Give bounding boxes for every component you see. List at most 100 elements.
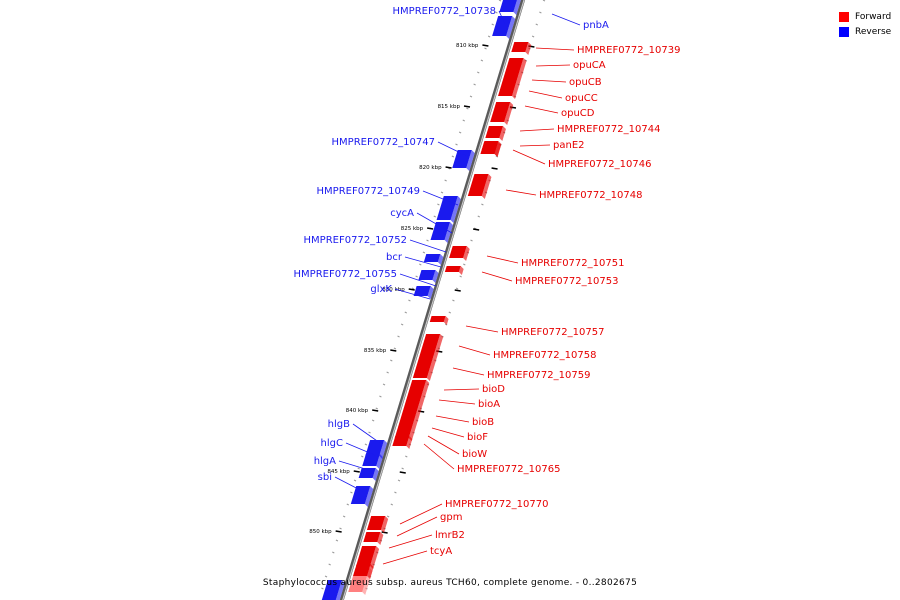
gene-arrow-shade [406, 436, 413, 449]
gene-arrow-shade [437, 254, 444, 265]
minor-tick [487, 35, 491, 38]
gene-arrow-edge-bottom [321, 580, 342, 600]
minor-tick [419, 263, 422, 266]
tick-mark [454, 289, 461, 292]
gene-arrow [449, 246, 467, 258]
minor-tick [405, 455, 408, 458]
tick-label: 835 kbp [364, 348, 387, 354]
gene-label: HMPREF0772_10749 [317, 186, 420, 197]
minor-tick [477, 71, 480, 74]
gene-label: HMPREF0772_10757 [501, 327, 604, 338]
tick-mark [491, 167, 498, 170]
gene-leader [486, 255, 519, 264]
tick-mark [399, 471, 406, 474]
minor-tick [375, 407, 379, 410]
gene-arrow [365, 440, 385, 456]
gene-label: bioD [482, 384, 505, 395]
gene-arrow-shade [414, 404, 422, 421]
gene-leader [399, 273, 437, 287]
gene-leader [338, 460, 373, 472]
minor-tick [480, 59, 484, 62]
gene-arrow-shade [433, 334, 444, 359]
tick-mark [390, 349, 397, 352]
gene-arrow [498, 84, 516, 96]
gene-leader [352, 423, 381, 444]
gene-arrow [467, 174, 489, 196]
minor-tick [531, 35, 535, 38]
gene-arrow [492, 16, 513, 36]
gene-leader [551, 13, 581, 26]
gene-arrow [436, 196, 458, 220]
gene-arrow-shade [525, 42, 532, 55]
gene-label: hlgC [321, 438, 343, 449]
gene-arrow [409, 380, 427, 390]
minor-tick [542, 0, 546, 2]
tick-mark [372, 409, 379, 412]
gene-label: bioW [462, 449, 487, 460]
tick-label: 810 kbp [456, 43, 479, 49]
tick-mark [427, 227, 434, 230]
minor-tick [455, 287, 459, 290]
gene-label: bcr [386, 252, 403, 263]
gene-arrow-shade [423, 380, 430, 393]
minor-tick [481, 203, 484, 206]
gene-arrow-shade [512, 84, 519, 99]
gene-arrow [501, 74, 519, 84]
gene-leader [512, 149, 546, 165]
minor-tick [415, 275, 418, 278]
minor-tick [469, 95, 473, 98]
gene-arrow-shade [380, 516, 389, 533]
gene-arrow-shade [364, 486, 374, 507]
gene-leader [345, 442, 378, 457]
minor-tick [397, 335, 400, 338]
minor-tick [379, 395, 382, 398]
gene-label: HMPREF0772_10752 [304, 235, 407, 246]
gene-arrow [511, 42, 529, 52]
minor-tick [390, 503, 394, 506]
tick-mark [463, 105, 471, 108]
gene-arrow-shade [418, 390, 427, 407]
gene-label: cycA [390, 208, 414, 219]
gene-label: tcyA [430, 546, 452, 557]
gene-arrow [350, 486, 371, 504]
gene-arrow-shade [367, 564, 374, 579]
minor-tick [422, 251, 426, 254]
gene-arrow [362, 454, 380, 466]
gene-leader [423, 443, 455, 470]
genome-backbone-highlight [342, 0, 525, 600]
gene-arrow-shade [515, 74, 522, 87]
gene-leader [465, 325, 499, 333]
gene-arrow-shade [377, 532, 384, 545]
minor-tick [371, 419, 375, 422]
gene-label: bioA [478, 399, 500, 410]
minor-tick [426, 239, 429, 242]
gene-arrow [429, 316, 446, 322]
tick-mark [381, 531, 388, 534]
gene-label: hlgA [314, 456, 336, 467]
gene-label: HMPREF0772_10755 [294, 269, 397, 280]
gene-leader [437, 141, 470, 158]
gene-leader [388, 534, 433, 549]
gene-label: opuCA [573, 60, 606, 71]
minor-tick [411, 287, 415, 290]
minor-tick [357, 467, 360, 470]
gene-arrow [400, 404, 419, 418]
gene-label: bioB [472, 417, 494, 428]
minor-tick [400, 323, 404, 326]
gene-arrow [363, 532, 381, 542]
gene-label: HMPREF0772_10746 [548, 159, 651, 170]
gene-arrow-shade [443, 316, 449, 325]
gene-arrow-shade [444, 222, 453, 243]
gene-arrow-shade [376, 454, 383, 469]
gene-arrow-edge-top [499, 0, 517, 12]
gene-leader [396, 516, 438, 537]
minor-tick [433, 215, 436, 218]
gene-label: lmrB2 [435, 530, 465, 541]
gene-arrow [430, 222, 450, 240]
gene-leader [535, 47, 575, 51]
gene-arrow-shade [481, 174, 492, 199]
gene-arrow-shade [466, 150, 475, 171]
gene-leader [427, 435, 460, 455]
minor-tick [408, 299, 411, 302]
